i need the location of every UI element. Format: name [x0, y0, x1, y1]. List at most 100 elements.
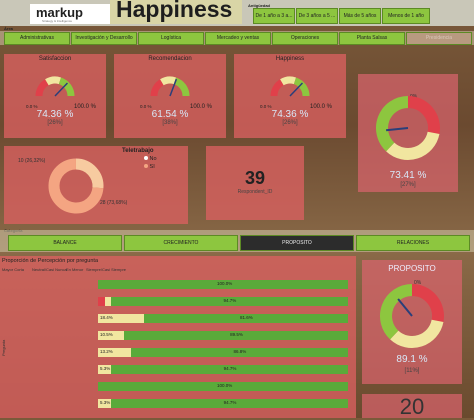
bar-row: 13.2% 86.8%: [98, 348, 348, 357]
gauge: [270, 76, 310, 97]
gauge-needle: [386, 127, 409, 132]
area-tab-presidencia[interactable]: Presidencia: [406, 32, 472, 45]
gauge-min: 0.0 %: [260, 104, 272, 109]
category-tab-crecimiento[interactable]: CRECIMIENTO: [124, 235, 238, 251]
teletrabajo-card: 10 (26,32%) 28 (73,68%) Teletrabajo No S…: [4, 146, 188, 224]
donut-segment: [380, 284, 413, 340]
gauge-needle: [54, 82, 69, 97]
gauge-arc: [58, 77, 75, 97]
bar-row: 100.0%: [98, 280, 348, 289]
gauge-arc: [35, 79, 49, 97]
donut-segment: [386, 131, 440, 160]
donut-segment: [411, 284, 444, 322]
antiguedad-option-lt1[interactable]: Menos de 1 año: [382, 8, 430, 24]
perception-chart: Proporción de Percepción por pregunta Ma…: [0, 256, 356, 418]
legend-item-si[interactable]: SI: [144, 164, 155, 170]
category-tab-balance[interactable]: BALANCE: [8, 235, 122, 251]
gauge-arc: [293, 77, 310, 97]
bar-label-green: 94.7%: [223, 400, 237, 405]
kpi-sub: [26%]: [282, 120, 298, 126]
area-tab-planta-salsas[interactable]: Planta Salsas: [339, 32, 405, 45]
bar-label-green: 100.0%: [217, 281, 233, 286]
gauge-max: 100.0 %: [310, 104, 333, 110]
bar-row: 5.3% 94.7%: [98, 365, 348, 374]
kpi-value: 74.36 %: [36, 109, 74, 120]
gauge-arc: [160, 76, 177, 86]
antiguedad-option-1-3[interactable]: De 1 año a 3 a...: [253, 8, 295, 24]
gauge-min: 0.0 %: [26, 104, 38, 109]
legend-mayor-corta: Mayor Corta: [2, 267, 25, 272]
bar-label-yellow: 10.5%: [100, 332, 113, 337]
area-tab-mercadeo[interactable]: Mercadeo y ventas: [205, 32, 271, 45]
category-tab-relaciones[interactable]: RELACIONES: [356, 235, 470, 251]
kpi-sub: [38%]: [162, 120, 178, 126]
chart-title: Proporción de Percepción por pregunta: [2, 258, 99, 264]
donut-segment: [376, 96, 409, 152]
bar-segment-yellow: 10.5%: [98, 331, 125, 340]
bar-segment-yellow: 13.2%: [98, 348, 131, 357]
bar-label-green: 100.0%: [217, 383, 233, 388]
logo-subtext: Strategy & Intelligence: [42, 19, 73, 23]
page-title: Happiness: [116, 0, 233, 22]
donut-slice-si: [48, 158, 104, 214]
y-axis-label: Pregunta: [1, 339, 6, 356]
donut-gauge: [376, 96, 440, 160]
gauge-arcs: [150, 76, 190, 97]
bar-segment-yellow: 5.3%: [98, 365, 112, 374]
kpi-title: Happiness: [275, 56, 305, 62]
gauge-arc: [173, 77, 190, 97]
brand-logo: markup Strategy & Intelligence: [30, 4, 110, 24]
proposito-extra-value: 20: [399, 394, 425, 419]
respondent-label: Respondent_ID: [237, 189, 273, 195]
area-tab-investigacion[interactable]: Investigación y Desarrollo: [71, 32, 137, 45]
overall-gauge-card: 0% 73.41 % [27%]: [358, 74, 458, 192]
logo-text: markup: [36, 5, 83, 20]
respondents-card: 39 Respondent_ID: [206, 146, 304, 220]
kpi-title: Satisfaccion: [38, 56, 72, 62]
proposito-gauge-card: PROPOSITO 0% 89.1 % [11%]: [362, 260, 462, 384]
gauge-sub: [11%]: [404, 368, 420, 374]
bar-label-green: 94.7%: [223, 366, 237, 371]
legend-label: SI: [149, 164, 155, 170]
kpi-card-recomendacion: Recomendacion 0.0 % 100.0 % 61.54 % [38%…: [114, 54, 226, 138]
antiguedad-option-3-5[interactable]: De 3 años a 5 ...: [296, 8, 338, 24]
gauge-max: 100.0 %: [74, 104, 97, 110]
kpi-card-satisfaccion: Satisfaccion 0.0 % 100.0 % 74.36 % [26%]: [4, 54, 106, 138]
gauge-needle: [169, 78, 178, 97]
bar-label-green: 89.5%: [230, 332, 243, 337]
antiguedad-option-5plus[interactable]: Más de 5 años: [339, 8, 381, 24]
teletrabajo-donut: [48, 158, 104, 214]
bar-segment-yellow: 18.4%: [98, 314, 144, 323]
gauge-arcs: [35, 76, 75, 97]
area-tab-logistica[interactable]: Logística: [138, 32, 204, 45]
area-tab-administrativas[interactable]: Administrativas: [4, 32, 70, 45]
bar-label-yellow: 18.4%: [100, 315, 113, 320]
donut-segment: [407, 96, 440, 134]
kpi-title: Recomendacion: [148, 56, 192, 62]
legend-title: Teletrabajo: [122, 148, 154, 154]
gauge-value: 89.1 %: [396, 354, 428, 365]
bar-row: 10.5% 89.5%: [98, 331, 348, 340]
legend-swatch-si: [144, 164, 148, 168]
area-tab-operaciones[interactable]: Operaciones: [272, 32, 338, 45]
legend-neutral: Neutral/Casi Nunca: [32, 267, 67, 272]
bar-label-yellow: 5.3%: [100, 366, 111, 371]
kpi-value: 74.36 %: [271, 109, 309, 120]
bar-segment-red: [98, 297, 105, 306]
gauge: [150, 76, 190, 97]
kpi-sub: [26%]: [47, 120, 63, 126]
gauge-arc: [150, 79, 164, 97]
gauge-sub: [27%]: [400, 182, 416, 188]
category-tab-proposito[interactable]: PROPOSITO: [240, 235, 354, 251]
bar-label-green: 86.8%: [233, 349, 247, 354]
antiguedad-label: Antigüedad: [248, 3, 270, 8]
legend-item-no[interactable]: No: [144, 156, 157, 162]
bar-row: 18.4% 81.6%: [98, 314, 348, 323]
gauge-needle: [397, 298, 413, 317]
legend-en-menor: En Menor: [66, 267, 84, 272]
legend-swatch-no: [144, 156, 148, 160]
donut-slice-no: [75, 158, 104, 189]
page-title-box: Happiness: [110, 0, 242, 24]
legend-label: No: [149, 156, 157, 162]
si-slice-label: 28 (73,68%): [100, 200, 128, 206]
